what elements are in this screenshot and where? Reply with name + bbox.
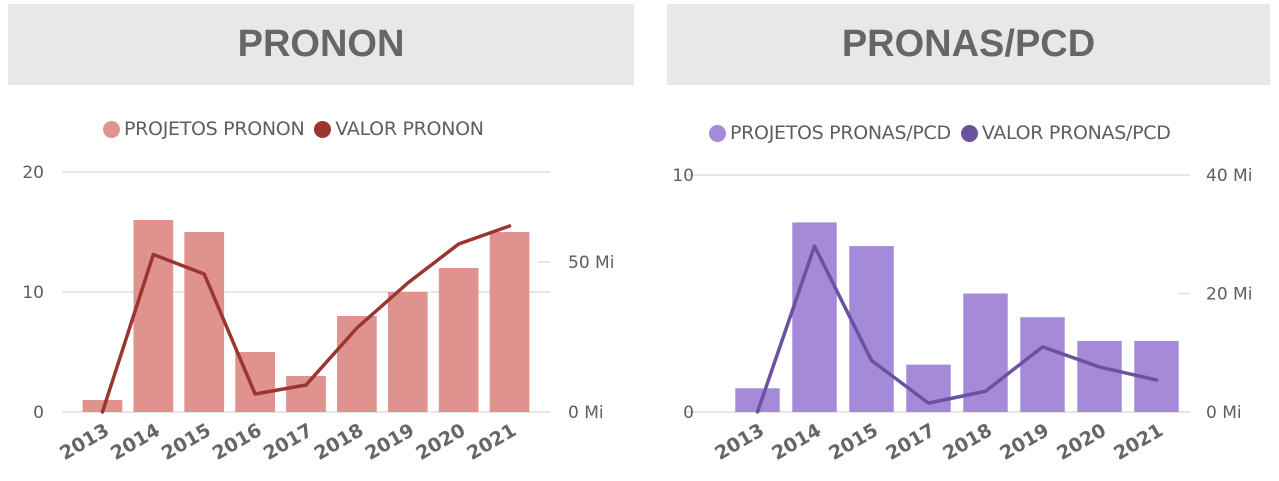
legend-dot-icon bbox=[709, 124, 726, 142]
legend-label: PROJETOS PRONON bbox=[124, 118, 305, 140]
y-right-tick-label: 50 Mi bbox=[568, 253, 614, 273]
bar-2013 bbox=[735, 388, 780, 412]
bar-2019 bbox=[387, 292, 428, 412]
y-left-tick-label: 20 bbox=[22, 163, 44, 183]
bar-2018 bbox=[337, 316, 377, 412]
bar-2014 bbox=[792, 222, 837, 412]
x-tick-label: 2019 bbox=[996, 419, 1053, 464]
bar-2017 bbox=[906, 364, 951, 412]
bar-2014 bbox=[133, 220, 174, 412]
x-tick-label: 2017 bbox=[882, 419, 939, 464]
y-right-tick-label: 20 Mi bbox=[1206, 285, 1252, 305]
x-tick-label: 2014 bbox=[768, 419, 825, 464]
x-tick-label: 2015 bbox=[825, 419, 882, 464]
y-left-tick-label: 0 bbox=[683, 403, 694, 423]
y-left-tick-label: 10 bbox=[22, 283, 44, 303]
y-right-tick-label: 40 Mi bbox=[1206, 166, 1252, 186]
y-right-tick-label: 0 Mi bbox=[568, 403, 604, 423]
legend-dot-icon bbox=[314, 120, 332, 138]
bar-2013 bbox=[82, 400, 123, 412]
legend-dot-icon bbox=[960, 124, 978, 142]
chart-title-pronas-pcd: PRONAS/PCD bbox=[667, 4, 1270, 85]
x-tick-label: 2018 bbox=[939, 419, 996, 464]
y-left-tick-label: 0 bbox=[33, 403, 44, 423]
bar-2020 bbox=[438, 268, 479, 412]
legend-dot-icon bbox=[103, 120, 120, 138]
y-right-tick-label: 0 Mi bbox=[1206, 403, 1242, 423]
x-tick-label: 2013 bbox=[711, 419, 768, 464]
legend-label: VALOR PRONON bbox=[335, 118, 484, 140]
chart-title-pronon: PRONON bbox=[8, 4, 634, 85]
legend-item-projetos-pronon[interactable]: PROJETOS PRONON bbox=[103, 118, 305, 140]
legend-label: VALOR PRONAS/PCD bbox=[981, 122, 1171, 144]
legend-label: PROJETOS PRONAS/PCD bbox=[730, 122, 951, 144]
bar-2020 bbox=[1077, 340, 1122, 412]
y-left-tick-label: 10 bbox=[672, 166, 694, 186]
legend-pronon: PROJETOS PRONON VALOR PRONON bbox=[103, 118, 494, 140]
legend-pronas-pcd: PROJETOS PRONAS/PCD VALOR PRONAS/PCD bbox=[709, 122, 1181, 144]
legend-item-valor-pronon[interactable]: VALOR PRONON bbox=[314, 118, 484, 140]
bar-2019 bbox=[1020, 317, 1065, 412]
x-tick-label: 2021 bbox=[1110, 419, 1167, 464]
bar-2015 bbox=[184, 232, 225, 412]
value-line bbox=[755, 244, 1159, 414]
bar-2021 bbox=[489, 232, 530, 412]
x-tick-label: 2020 bbox=[1053, 419, 1110, 464]
bar-2017 bbox=[286, 376, 326, 412]
legend-item-valor-pronas-pcd[interactable]: VALOR PRONAS/PCD bbox=[960, 122, 1171, 144]
legend-item-projetos-pronas-pcd[interactable]: PROJETOS PRONAS/PCD bbox=[709, 122, 951, 144]
